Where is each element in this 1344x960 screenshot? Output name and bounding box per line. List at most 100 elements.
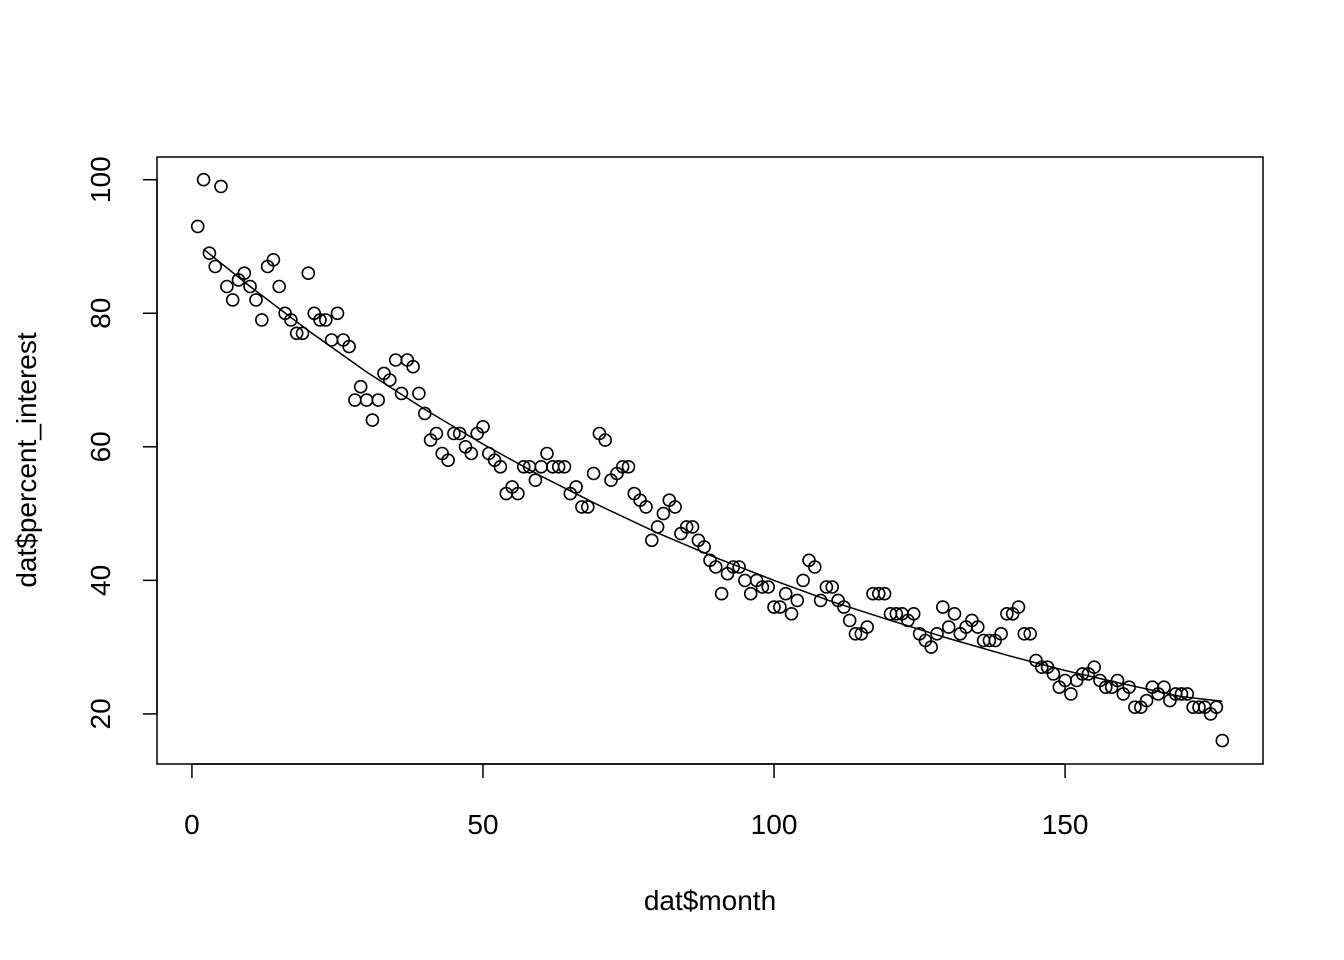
data-point (301, 266, 316, 281)
data-point (540, 446, 554, 461)
data-point (825, 580, 840, 594)
data-point (1174, 687, 1189, 701)
data-point (1023, 626, 1037, 641)
data-point (598, 433, 613, 447)
data-point (714, 586, 729, 601)
data-point (790, 593, 805, 608)
data-point (644, 533, 659, 548)
data-point (493, 459, 508, 474)
data-point (615, 459, 630, 474)
data-point (266, 252, 281, 267)
x-axis-label: dat$month (644, 885, 776, 916)
data-point (685, 520, 700, 534)
data-point (732, 560, 746, 574)
data-point (353, 379, 368, 394)
data-point (708, 560, 723, 574)
data-point (1075, 667, 1090, 681)
data-point (767, 600, 781, 614)
data-point (679, 520, 694, 534)
data-point (778, 586, 793, 601)
data-point (237, 266, 252, 281)
data-point (196, 172, 211, 187)
data-point (773, 600, 787, 614)
data-point (796, 573, 810, 588)
data-point (586, 466, 601, 481)
data-point (761, 580, 776, 594)
data-point (441, 453, 455, 468)
x-tick-label: 0 (184, 809, 200, 840)
data-point (295, 326, 310, 341)
data-point (569, 480, 583, 494)
data-point (848, 626, 863, 641)
data-point (511, 486, 525, 501)
y-tick-label: 40 (85, 565, 116, 596)
data-point (225, 293, 240, 307)
y-tick-label: 80 (85, 298, 116, 329)
data-point (254, 313, 269, 327)
data-point (877, 586, 892, 601)
data-point (551, 459, 566, 474)
data-point (289, 326, 304, 341)
data-point (1139, 693, 1154, 708)
fitted-curve-line (203, 248, 1223, 702)
data-point (755, 580, 770, 594)
data-point (784, 606, 799, 621)
data-point (819, 580, 834, 594)
data-point (575, 500, 589, 514)
data-point (365, 413, 380, 427)
data-point (1215, 733, 1230, 748)
data-point (1017, 626, 1032, 641)
data-point (388, 353, 403, 367)
y-tick-label: 60 (85, 431, 116, 462)
data-point (272, 279, 287, 294)
data-point (970, 620, 985, 634)
points-layer (190, 172, 1230, 748)
x-tick-label: 100 (751, 809, 798, 840)
data-point (1192, 700, 1206, 715)
data-point (371, 393, 386, 407)
y-axis: 20 40 60 80 100 (85, 156, 158, 729)
data-point (621, 459, 636, 474)
data-point (1128, 700, 1142, 715)
data-point (394, 386, 409, 401)
data-point (639, 500, 653, 514)
data-point (947, 606, 962, 621)
data-point (284, 313, 298, 327)
data-point (249, 293, 263, 307)
data-point (1035, 660, 1049, 675)
data-point (528, 473, 543, 488)
data-point (412, 386, 426, 401)
data-point (313, 313, 327, 327)
data-point (476, 419, 490, 434)
data-point (1011, 600, 1026, 614)
data-point (1099, 680, 1113, 695)
data-point (342, 339, 356, 354)
data-point (871, 586, 886, 601)
data-point (930, 626, 944, 641)
y-tick-label: 100 (85, 156, 116, 203)
data-point (906, 606, 921, 621)
data-point (429, 426, 444, 441)
data-point (243, 279, 257, 294)
data-point (190, 219, 205, 234)
data-point (1000, 606, 1014, 621)
data-point (656, 506, 671, 521)
data-point (842, 613, 857, 628)
x-tick-label: 150 (1042, 809, 1089, 840)
data-point (580, 500, 595, 514)
data-point (668, 500, 682, 514)
data-point (359, 393, 374, 407)
data-point (202, 246, 217, 260)
data-point (220, 279, 234, 294)
data-point (1087, 660, 1101, 675)
data-point (406, 359, 420, 374)
data-point (889, 606, 904, 621)
data-point (214, 179, 228, 194)
data-point (994, 626, 1008, 641)
data-point (860, 620, 875, 634)
data-point (935, 600, 950, 614)
data-point (1180, 687, 1195, 701)
x-tick-label: 50 (467, 809, 498, 840)
data-point (516, 459, 531, 474)
